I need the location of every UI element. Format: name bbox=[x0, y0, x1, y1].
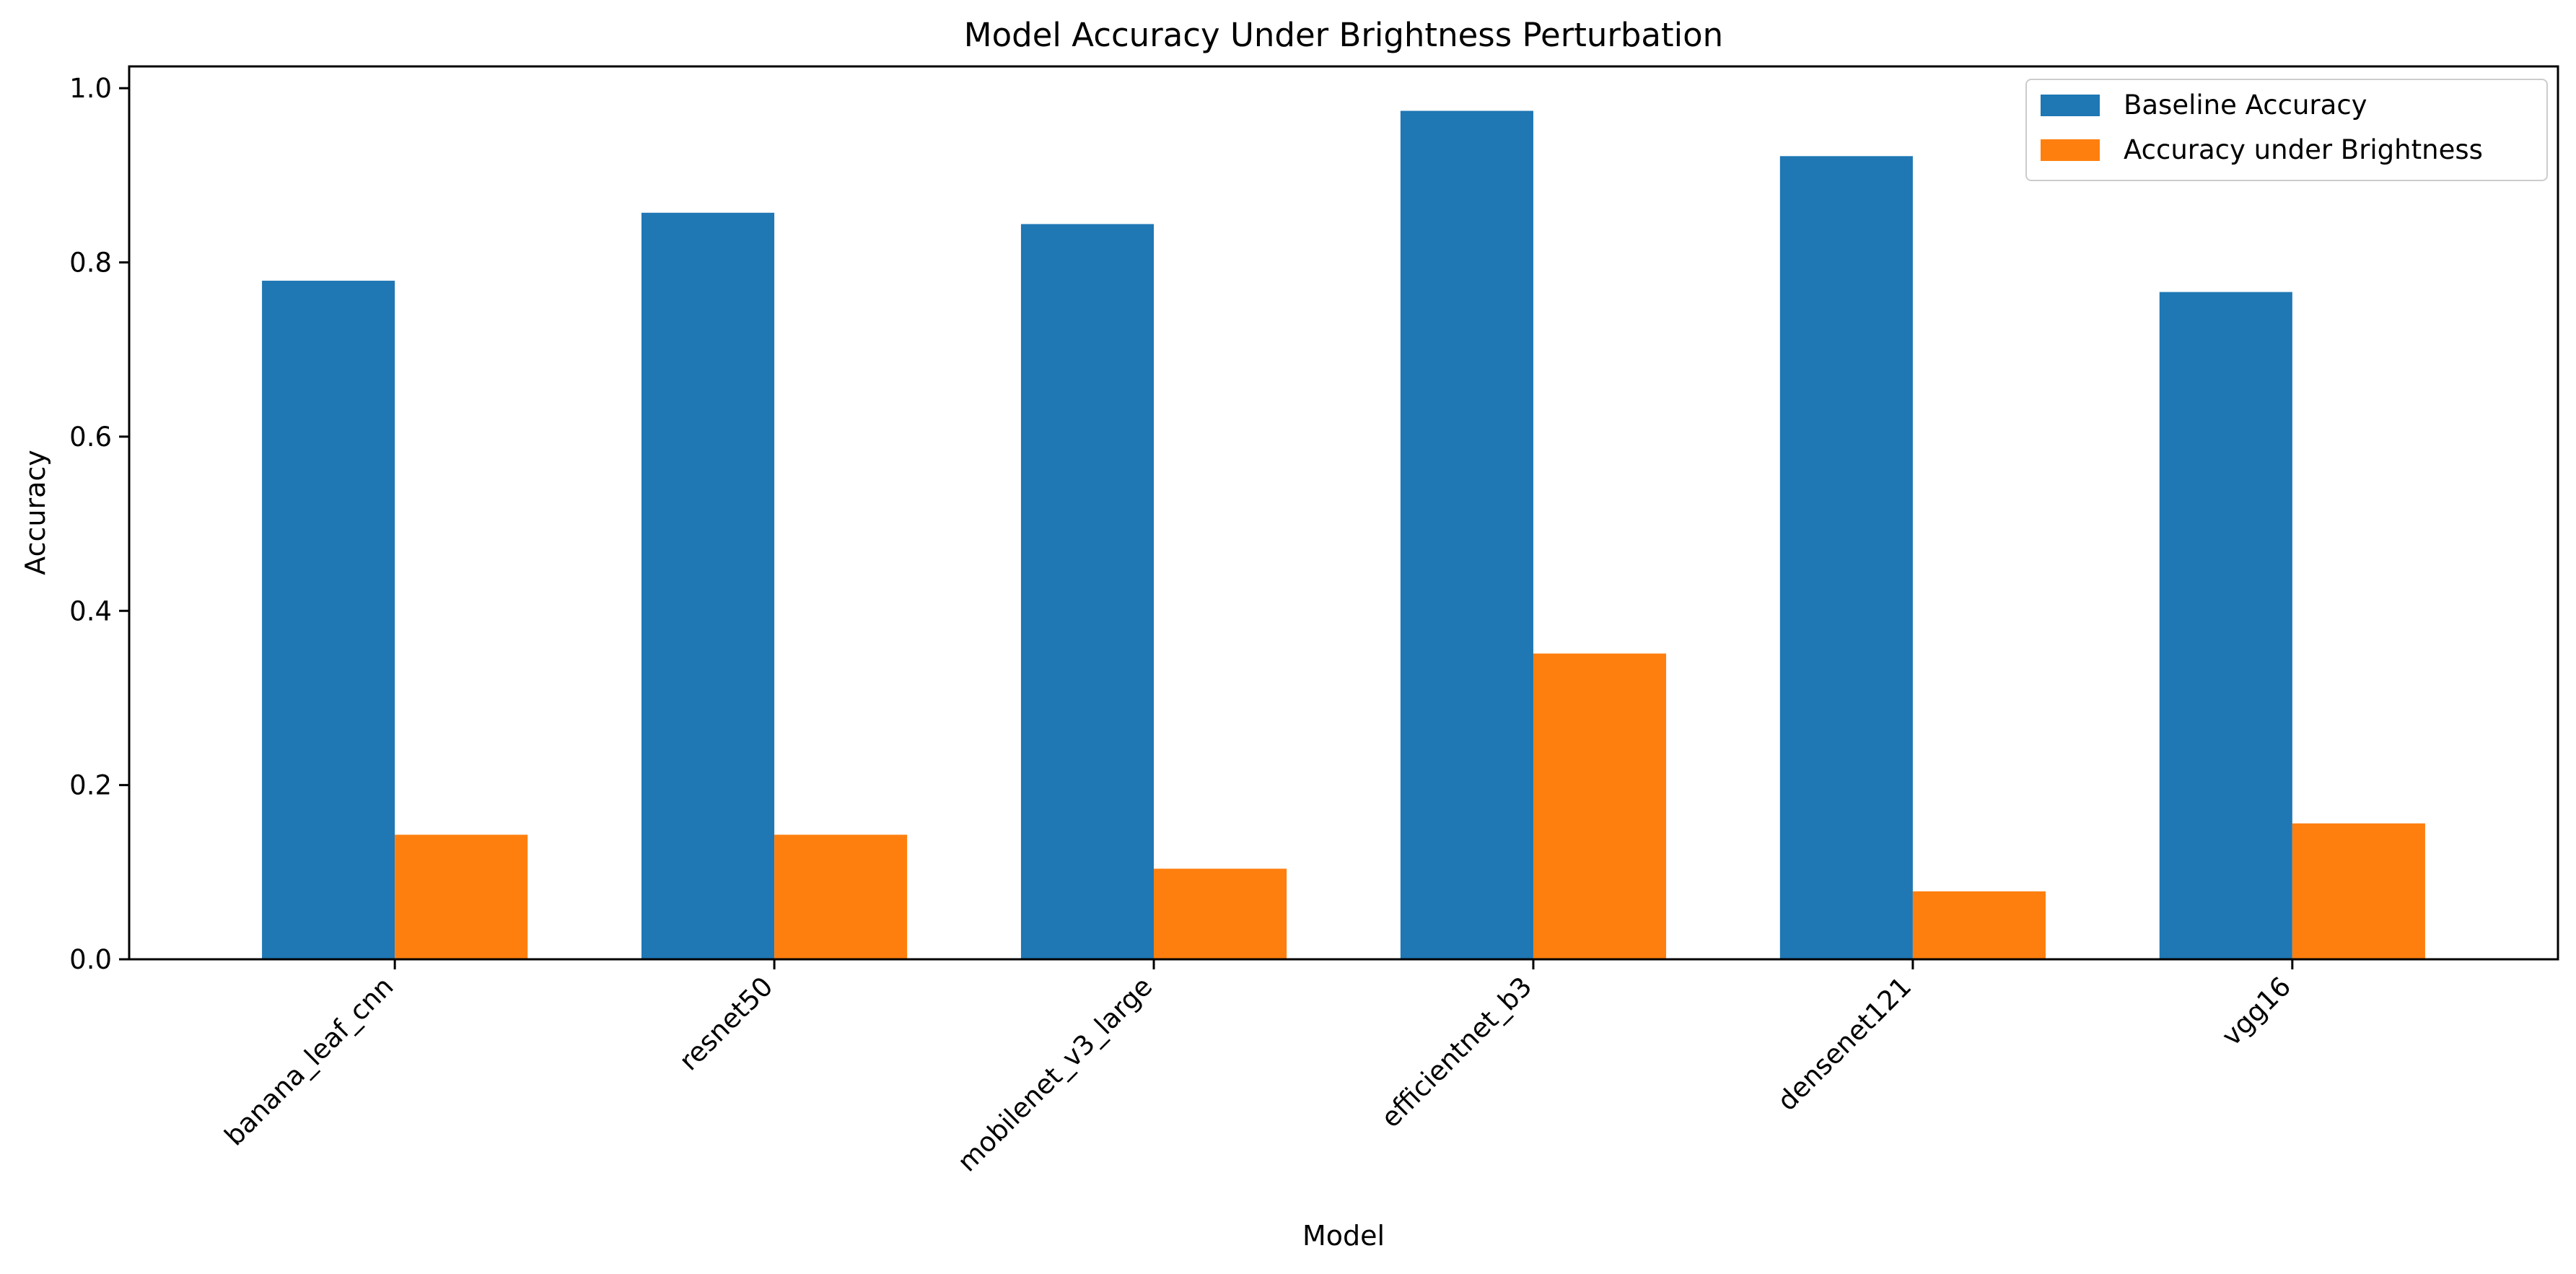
y-tick-label: 1.0 bbox=[69, 73, 112, 104]
bar-series1-efficientnet-b3 bbox=[1400, 110, 1533, 959]
y-tick-label: 0.6 bbox=[69, 422, 112, 453]
y-tick-label: 0.2 bbox=[69, 770, 112, 801]
bar-series2-banana-leaf-cnn bbox=[395, 834, 528, 959]
bar-series2-vgg16 bbox=[2292, 823, 2425, 959]
x-axis-label: Model bbox=[1302, 1220, 1385, 1252]
legend: Baseline Accuracy Accuracy under Brightne… bbox=[2025, 79, 2548, 181]
legend-label-series1: Baseline Accuracy bbox=[2124, 90, 2367, 121]
bar-series1-vgg16 bbox=[2159, 292, 2292, 959]
bar-series2-efficientnet-b3 bbox=[1533, 653, 1667, 959]
y-axis: 0.0 0.2 0.4 0.6 0.8 1.0 bbox=[69, 73, 129, 975]
bar-series2-densenet121 bbox=[1912, 891, 2046, 959]
legend-swatch-series2 bbox=[2041, 139, 2100, 161]
bar-series1-banana-leaf-cnn bbox=[262, 280, 395, 959]
bar-series2-mobilenet-v3-large bbox=[1154, 868, 1287, 959]
legend-box bbox=[2025, 79, 2548, 181]
legend-swatch-series1 bbox=[2041, 95, 2100, 116]
y-tick-label: 0.8 bbox=[69, 248, 112, 279]
bar-series1-mobilenet-v3-large bbox=[1020, 224, 1155, 959]
y-tick-label: 0.0 bbox=[69, 944, 112, 975]
chart-title: Model Accuracy Under Brightness Perturba… bbox=[964, 16, 1723, 54]
bar-series1-resnet50 bbox=[641, 212, 775, 959]
y-axis-label: Accuracy bbox=[19, 450, 51, 575]
bar-series2-resnet50 bbox=[774, 834, 908, 959]
bar-series1-densenet121 bbox=[1779, 156, 1913, 959]
bars-group bbox=[262, 110, 2425, 959]
legend-label-series2: Accuracy under Brightness bbox=[2124, 134, 2483, 165]
plot-frame bbox=[128, 65, 2559, 961]
y-tick-label: 0.4 bbox=[69, 595, 112, 627]
